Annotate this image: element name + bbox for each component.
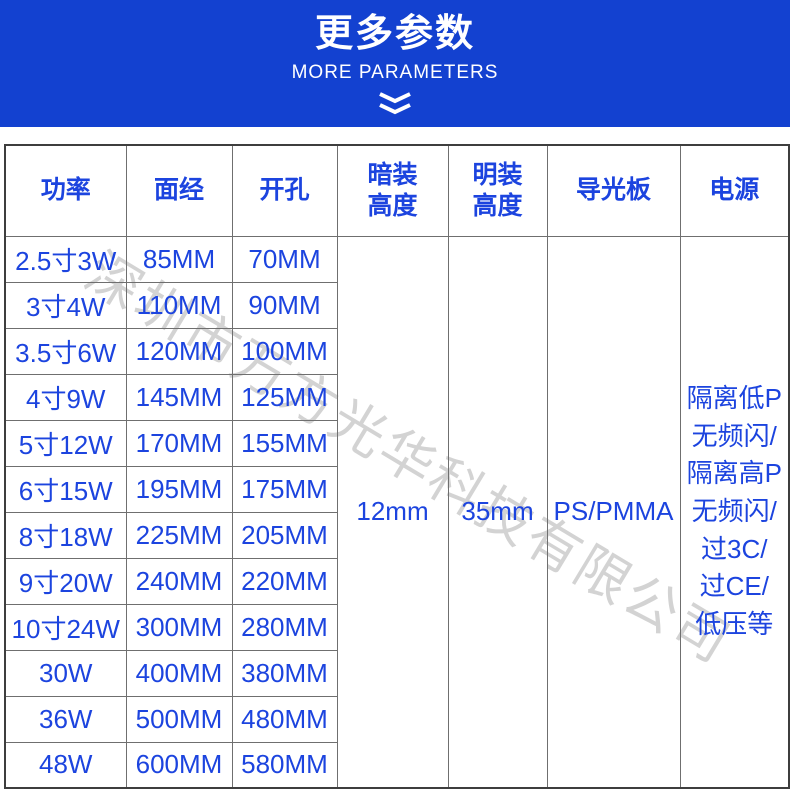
diameter-cell: 225MM xyxy=(125,511,233,559)
more-parameters-banner: 更多参数 MORE PARAMETERS xyxy=(0,0,790,127)
header-cell-driver: 电源 xyxy=(679,144,790,237)
diameter-cell: 170MM xyxy=(125,419,233,467)
diameter-cell: 600MM xyxy=(125,741,233,789)
header-cell-surface-height: 明装 高度 xyxy=(447,144,548,237)
cutout-cell: 280MM xyxy=(231,603,338,651)
parameters-table: 功率 面经 开孔 暗装 高度 明装 高度 导光板 电源 2.5寸3W 85MM … xyxy=(4,144,790,789)
cutout-cell: 380MM xyxy=(231,649,338,697)
diameter-cell: 85MM xyxy=(125,235,233,283)
double-chevron-down-icon xyxy=(0,91,790,117)
spec-row: 10寸24W 300MM 280MM xyxy=(4,603,789,651)
header-cell-power: 功率 xyxy=(4,144,127,237)
power-cell: 6寸15W xyxy=(4,465,127,513)
power-cell: 2.5寸3W xyxy=(4,235,127,283)
diameter-cell: 110MM xyxy=(125,281,233,329)
cutout-cell: 205MM xyxy=(231,511,338,559)
cutout-cell: 70MM xyxy=(231,235,338,283)
cutout-cell: 155MM xyxy=(231,419,338,467)
spec-row: 9寸20W 240MM 220MM xyxy=(4,557,789,605)
banner-title: 更多参数 xyxy=(314,13,475,55)
cutout-cell: 220MM xyxy=(231,557,338,605)
diameter-cell: 240MM xyxy=(125,557,233,605)
spec-row: 5寸12W 170MM 155MM xyxy=(4,419,789,467)
power-cell: 10寸24W xyxy=(4,603,127,651)
light-guide-cell: PS/PMMA xyxy=(546,235,681,789)
banner-subtitle: MORE PARAMETERS xyxy=(291,61,499,83)
power-cell: 9寸20W xyxy=(4,557,127,605)
recessed-height-cell: 12mm xyxy=(336,235,449,789)
spec-row: 8寸18W 225MM 205MM xyxy=(4,511,789,559)
diameter-cell: 400MM xyxy=(125,649,233,697)
header-cell-face-diameter: 面经 xyxy=(125,144,233,237)
spec-row: 30W 400MM 380MM xyxy=(4,649,789,697)
power-cell: 8寸18W xyxy=(4,511,127,559)
power-cell: 3.5寸6W xyxy=(4,327,127,375)
diameter-cell: 145MM xyxy=(125,373,233,421)
header-row: 功率 面经 开孔 暗装 高度 明装 高度 导光板 电源 xyxy=(4,144,790,237)
cutout-cell: 125MM xyxy=(231,373,338,421)
diameter-cell: 195MM xyxy=(125,465,233,513)
surface-height-cell: 35mm xyxy=(447,235,548,789)
power-cell: 30W xyxy=(4,649,127,697)
spec-row: 3寸4W 110MM 90MM xyxy=(4,281,789,329)
spec-row: 48W 600MM 580MM xyxy=(4,741,789,789)
power-cell: 4寸9W xyxy=(4,373,127,421)
cutout-cell: 480MM xyxy=(231,695,338,743)
cutout-cell: 580MM xyxy=(231,741,338,789)
cutout-cell: 90MM xyxy=(231,281,338,329)
cutout-cell: 100MM xyxy=(231,327,338,375)
diameter-cell: 120MM xyxy=(125,327,233,375)
diameter-cell: 500MM xyxy=(125,695,233,743)
spec-row: 6寸15W 195MM 175MM xyxy=(4,465,789,513)
spec-row: 2.5寸3W 85MM 70MM 12mm 35mm PS/PMMA 隔离低P … xyxy=(4,235,790,789)
power-cell: 5寸12W xyxy=(4,419,127,467)
header-cell-cutout: 开孔 xyxy=(231,144,338,237)
cutout-cell: 175MM xyxy=(231,465,338,513)
power-cell: 3寸4W xyxy=(4,281,127,329)
diameter-cell: 300MM xyxy=(125,603,233,651)
header-cell-light-guide: 导光板 xyxy=(546,144,681,237)
power-cell: 48W xyxy=(4,741,127,789)
parameters-table-section: 深圳市万方光华科技有限公司 功率 面经 开孔 暗装 高度 明装 高度 导光板 电… xyxy=(0,144,790,794)
power-cell: 36W xyxy=(4,695,127,743)
header-cell-recessed-height: 暗装 高度 xyxy=(336,144,449,237)
driver-cell: 隔离低P 无频闪/ 隔离高P 无频闪/ 过3C/ 过CE/ 低压等 xyxy=(679,235,790,789)
